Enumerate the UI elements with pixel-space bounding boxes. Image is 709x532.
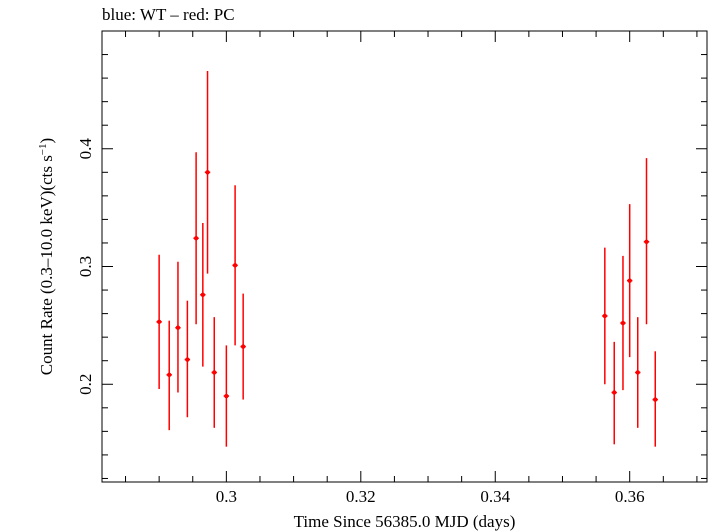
data-point bbox=[643, 158, 650, 325]
data-point bbox=[240, 293, 246, 400]
point-marker bbox=[205, 170, 210, 175]
y-tick-label: 0.4 bbox=[76, 138, 95, 160]
y-tick-label: 0.2 bbox=[76, 374, 95, 395]
data-point bbox=[211, 317, 217, 428]
data-point bbox=[627, 204, 633, 358]
y-tick-label: 0.3 bbox=[76, 256, 95, 277]
data-point bbox=[232, 185, 238, 346]
x-tick-label: 0.34 bbox=[480, 487, 510, 506]
data-point bbox=[611, 341, 617, 445]
y-axis-label-end: ) bbox=[37, 138, 56, 144]
point-marker bbox=[200, 292, 206, 297]
point-marker bbox=[212, 370, 217, 375]
point-marker bbox=[232, 263, 238, 268]
point-marker bbox=[653, 397, 658, 402]
y-axis-label: Count Rate (0.3–10.0 keV)(cts s−1) bbox=[37, 138, 56, 375]
x-tick-label: 0.36 bbox=[615, 487, 645, 506]
data-point bbox=[652, 351, 658, 447]
y-axis-label-main: Count Rate (0.3–10.0 keV)(cts s bbox=[37, 155, 56, 375]
data-point bbox=[184, 300, 191, 418]
data-point bbox=[204, 71, 211, 274]
data-point bbox=[175, 261, 181, 393]
point-marker bbox=[185, 357, 190, 362]
point-marker bbox=[635, 370, 640, 375]
data-point bbox=[635, 317, 641, 428]
plot-frame bbox=[101, 30, 708, 483]
data-point bbox=[166, 320, 172, 431]
data-point bbox=[223, 345, 230, 447]
point-marker bbox=[175, 325, 181, 330]
point-marker bbox=[224, 393, 229, 399]
x-tick-label: 0.32 bbox=[346, 487, 376, 506]
point-marker bbox=[602, 313, 608, 319]
data-point bbox=[602, 247, 608, 385]
y-axis-label-sup: −1 bbox=[37, 143, 49, 155]
data-point bbox=[200, 222, 206, 367]
point-marker bbox=[612, 390, 617, 395]
point-marker bbox=[644, 239, 649, 244]
x-tick-label: 0.3 bbox=[216, 487, 237, 506]
point-marker bbox=[620, 320, 626, 326]
point-marker bbox=[627, 278, 632, 283]
chart-title: blue: WT – red: PC bbox=[102, 5, 235, 24]
data-point bbox=[193, 152, 199, 325]
data-point bbox=[156, 254, 162, 389]
x-axis-label: Time Since 56385.0 MJD (days) bbox=[294, 512, 516, 531]
point-marker bbox=[156, 319, 162, 325]
point-marker bbox=[193, 236, 199, 241]
data-point bbox=[620, 255, 626, 391]
point-marker bbox=[240, 344, 246, 349]
point-marker bbox=[167, 372, 172, 378]
